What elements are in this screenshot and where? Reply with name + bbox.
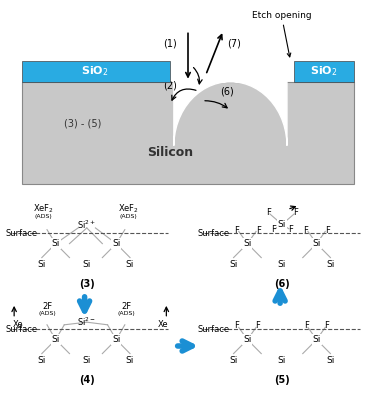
Text: F: F <box>325 226 330 235</box>
Text: SiO$_2$: SiO$_2$ <box>310 64 338 78</box>
Text: Si: Si <box>229 260 238 269</box>
Text: (3) - (5): (3) - (5) <box>64 118 102 128</box>
Text: (6): (6) <box>274 279 290 289</box>
Text: (6): (6) <box>220 86 233 96</box>
Text: XeF$_2$: XeF$_2$ <box>33 202 54 215</box>
Text: F: F <box>255 321 260 330</box>
Text: SiO$_2$: SiO$_2$ <box>80 64 108 78</box>
Text: Xe: Xe <box>158 320 168 329</box>
Text: Etch opening: Etch opening <box>252 11 311 57</box>
Text: Si: Si <box>83 260 91 269</box>
Text: (3): (3) <box>79 279 95 289</box>
Text: (7): (7) <box>227 38 241 48</box>
Text: Si: Si <box>126 356 134 365</box>
Text: Surface: Surface <box>197 325 229 334</box>
Text: Si: Si <box>278 260 286 269</box>
Text: Si$^{2+}$: Si$^{2+}$ <box>77 218 96 231</box>
Text: (2): (2) <box>163 80 177 90</box>
Text: Surface: Surface <box>6 325 38 334</box>
Text: (4): (4) <box>79 375 95 385</box>
Text: (ADS): (ADS) <box>120 214 137 219</box>
Text: Si: Si <box>312 335 321 344</box>
Text: Xe: Xe <box>12 320 23 329</box>
FancyArrowPatch shape <box>194 68 202 84</box>
Text: F: F <box>266 208 271 217</box>
Text: F: F <box>293 208 298 217</box>
Text: Surface: Surface <box>6 229 38 238</box>
Text: F: F <box>324 321 329 330</box>
Bar <box>22 61 170 82</box>
FancyArrowPatch shape <box>172 89 196 100</box>
Text: Si: Si <box>112 239 120 248</box>
Text: Si: Si <box>38 356 46 365</box>
Text: F: F <box>288 225 293 234</box>
Text: Si: Si <box>52 335 60 344</box>
Text: Si: Si <box>278 220 286 229</box>
Text: Si: Si <box>83 356 91 365</box>
Text: (ADS): (ADS) <box>38 311 56 316</box>
Text: Silicon: Silicon <box>147 146 193 158</box>
Polygon shape <box>174 82 287 146</box>
Text: Si: Si <box>52 239 60 248</box>
Text: F: F <box>303 226 308 235</box>
Text: F: F <box>235 321 240 330</box>
Text: Si: Si <box>326 260 335 269</box>
Text: Si: Si <box>229 356 238 365</box>
Text: Si: Si <box>326 356 335 365</box>
Text: Si: Si <box>243 335 252 344</box>
Text: XeF$_2$: XeF$_2$ <box>118 202 139 215</box>
Text: F: F <box>256 226 261 235</box>
FancyArrowPatch shape <box>205 101 227 108</box>
Bar <box>22 82 354 184</box>
Text: F: F <box>304 321 309 330</box>
Text: Si: Si <box>243 239 252 248</box>
Text: (ADS): (ADS) <box>35 214 52 219</box>
Text: Si: Si <box>126 260 134 269</box>
Text: Si: Si <box>278 356 286 365</box>
Bar <box>294 61 354 82</box>
Text: Si: Si <box>312 239 321 248</box>
Text: 2F: 2F <box>42 302 52 311</box>
Text: Si$^{2-}$: Si$^{2-}$ <box>77 315 96 328</box>
Text: Surface: Surface <box>197 229 229 238</box>
Text: F: F <box>234 226 239 235</box>
Text: Si: Si <box>112 335 120 344</box>
Text: (ADS): (ADS) <box>118 311 135 316</box>
Text: (5): (5) <box>274 375 290 385</box>
Text: 2F: 2F <box>121 302 132 311</box>
Text: F: F <box>271 225 276 234</box>
Text: Si: Si <box>38 260 46 269</box>
Text: (1): (1) <box>163 38 177 48</box>
